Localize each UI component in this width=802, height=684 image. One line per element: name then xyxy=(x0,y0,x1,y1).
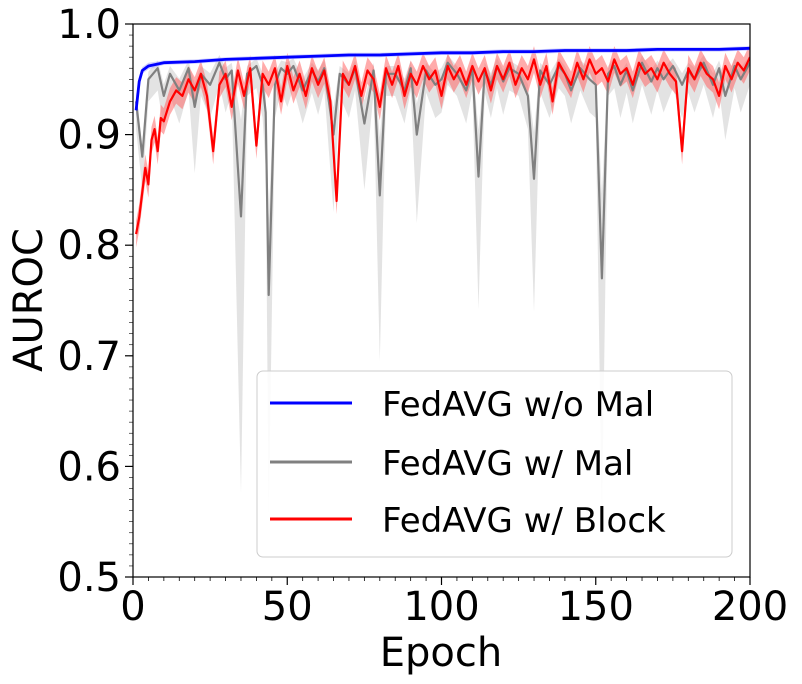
legend-label-fedavg-w-mal: FedAVG w/ Mal xyxy=(382,444,633,484)
x-tick-label: 0 xyxy=(120,584,145,630)
x-tick-label: 100 xyxy=(403,584,479,630)
series-line-1 xyxy=(135,61,750,297)
series-line-2 xyxy=(135,56,750,235)
legend-frame xyxy=(256,370,733,558)
x-axis-ticks: 0 50 100 150 200 xyxy=(120,577,788,630)
y-tick-label: 0.5 xyxy=(57,555,121,601)
x-tick-label: 50 xyxy=(262,584,313,630)
y-axis-title: AUROC xyxy=(6,228,52,372)
y-tick-label: 0.9 xyxy=(57,113,121,159)
legend: FedAVG w/o Mal FedAVG w/ Mal FedAVG w/ B… xyxy=(256,370,733,558)
y-tick-label: 0.7 xyxy=(57,334,121,380)
series-lines xyxy=(134,46,750,297)
series-line-0 xyxy=(134,46,750,111)
legend-label-fedavg-wo-mal: FedAVG w/o Mal xyxy=(382,385,654,425)
y-tick-label: 1.0 xyxy=(57,2,121,48)
x-tick-label: 150 xyxy=(558,584,634,630)
y-tick-label: 0.8 xyxy=(57,223,121,269)
band-1 xyxy=(136,55,750,522)
x-tick-label: 200 xyxy=(712,584,788,630)
y-axis-ticks: 0.5 0.6 0.7 0.8 0.9 1.0 xyxy=(57,2,133,601)
legend-label-fedavg-w-block: FedAVG w/ Block xyxy=(382,501,666,541)
y-tick-label: 0.6 xyxy=(57,444,121,490)
x-axis-title: Epoch xyxy=(380,630,502,676)
